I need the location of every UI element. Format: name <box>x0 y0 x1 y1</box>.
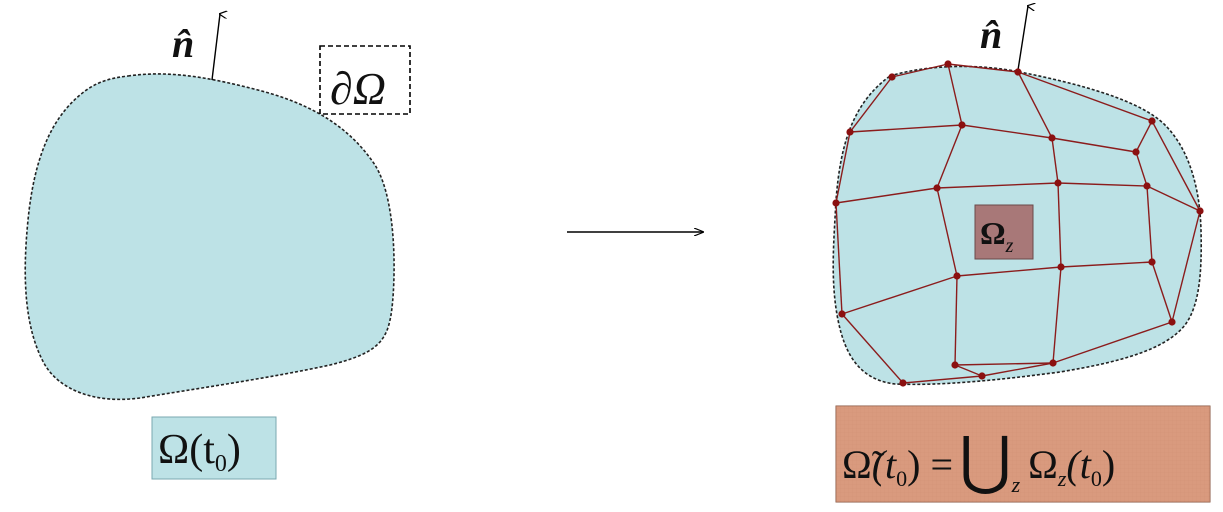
union-lhs-sub: 0 <box>896 466 907 491</box>
union-label-grid <box>836 406 1210 502</box>
mesh-edge <box>1146 185 1201 212</box>
mesh-edges <box>835 63 1201 384</box>
mesh-edge <box>1151 120 1201 212</box>
right-domain: n̂ Ωz Ω̃(t0) =⋃z Ωz(t0) <box>832 6 1211 503</box>
mesh-edge <box>954 275 958 366</box>
mesh-edge <box>1017 71 1053 139</box>
mesh-edge <box>947 63 963 126</box>
mesh-edge <box>1051 137 1059 184</box>
mesh-node <box>846 128 854 136</box>
normal-vector-label-right: n̂ <box>980 12 1002 57</box>
boundary-label: ∂Ω <box>330 63 386 114</box>
domain-label: Ω(t0) <box>158 427 241 477</box>
element-label-main: Ω <box>980 215 1006 251</box>
mesh-node <box>1148 117 1156 125</box>
mesh-nodes <box>832 60 1204 387</box>
mesh-edge <box>936 182 1059 189</box>
union-lhs-close: ) <box>907 442 920 487</box>
mesh-edge <box>1151 261 1173 323</box>
mesh-node <box>1168 318 1176 326</box>
mesh-edge <box>956 266 1062 277</box>
domain-label-main: Ω(t <box>158 427 215 473</box>
mesh-node <box>951 361 959 369</box>
union-lhs-open: (t <box>872 442 897 487</box>
mesh-edge <box>1171 210 1201 323</box>
mesh-edge <box>835 202 843 315</box>
union-sub: z <box>1011 472 1021 497</box>
union-omega: Ω <box>1028 442 1058 487</box>
mesh-edge <box>1052 266 1062 364</box>
union-equals: = <box>931 442 954 487</box>
mesh-edge <box>954 362 1054 366</box>
mesh-edge <box>902 375 983 384</box>
boundary-label-box <box>319 45 411 115</box>
mesh-node <box>1057 263 1065 271</box>
mesh-node <box>888 73 896 81</box>
domain-label-close: ) <box>227 427 241 473</box>
mesh-edge <box>936 124 963 189</box>
mesh-edge <box>835 187 938 204</box>
mesh-node <box>899 379 907 387</box>
mesh-node <box>944 60 952 68</box>
union-omega-sub: z <box>1057 466 1067 491</box>
mesh-edge <box>849 76 893 133</box>
mesh-node <box>953 272 961 280</box>
left-domain: n̂ ∂Ω Ω(t0) <box>24 14 411 480</box>
mesh-edge <box>841 275 958 315</box>
mesh-node <box>1196 207 1204 215</box>
mesh-edge <box>1017 71 1153 122</box>
element-label-sub: z <box>1005 235 1014 257</box>
element-label-box <box>974 204 1034 260</box>
domain-region <box>24 73 395 401</box>
mesh-edge <box>1135 151 1148 187</box>
union-symbol: ⋃ <box>959 425 1012 496</box>
mesh-edge <box>1146 185 1153 263</box>
mesh-edge <box>961 124 1053 139</box>
union-rhs-sub: 0 <box>1091 466 1102 491</box>
mesh-edge <box>981 362 1054 377</box>
mesh-edge <box>835 131 851 204</box>
domain-label-box <box>151 416 277 480</box>
mesh-edge <box>1135 120 1153 153</box>
mesh-node <box>838 310 846 318</box>
mesh-edge <box>1057 182 1062 268</box>
normal-vector-arrow-right <box>1017 6 1028 71</box>
normal-vector-arrow <box>211 14 220 81</box>
mesh-edge <box>936 187 958 277</box>
mesh-node <box>832 199 840 207</box>
mesh-edge <box>1060 261 1153 268</box>
mesh-node <box>1132 148 1140 156</box>
normal-vector-label: n̂ <box>172 21 194 66</box>
mesh-edge <box>841 313 904 384</box>
mesh-edge <box>947 63 1019 73</box>
union-rhs-close: ) <box>1102 442 1115 487</box>
domain-label-sub: 0 <box>215 451 227 477</box>
mesh-edge <box>891 63 949 78</box>
mesh-node <box>958 121 966 129</box>
mesh-node <box>1014 68 1022 76</box>
mesh-node <box>978 372 986 380</box>
union-label: Ω̃(t0) =⋃z Ωz(t0) <box>842 425 1115 497</box>
mesh-node <box>1049 359 1057 367</box>
mesh-edge <box>1057 182 1148 187</box>
mesh-edge <box>849 124 963 133</box>
union-rhs-open: (t <box>1066 442 1091 487</box>
mesh-edge <box>1052 321 1173 364</box>
mesh-node <box>1143 182 1151 190</box>
element-label: Ωz <box>980 215 1014 257</box>
mesh-node <box>1048 134 1056 142</box>
mesh-edge <box>954 364 983 377</box>
mesh-node <box>1148 258 1156 266</box>
mesh-node <box>933 184 941 192</box>
mesh-node <box>1054 179 1062 187</box>
mesh-edge <box>1051 137 1137 153</box>
